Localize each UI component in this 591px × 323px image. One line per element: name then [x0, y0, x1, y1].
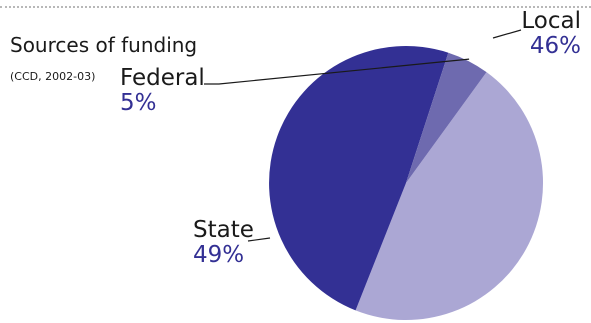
slice-label-state: State 49%	[193, 218, 254, 268]
pie-slice-local	[355, 72, 544, 321]
slice-label-federal: Federal 5%	[120, 66, 205, 116]
leader-lines	[204, 29, 522, 242]
chart-subtitle: (CCD, 2002-03)	[10, 70, 96, 83]
pie-slice-state	[269, 46, 449, 311]
slice-name-local: Local	[521, 8, 581, 34]
leader-line-local	[492, 29, 522, 39]
slice-percent-federal: 5%	[120, 90, 157, 116]
slice-percent-state: 49%	[193, 242, 245, 268]
chart-title: Sources of funding	[10, 33, 198, 57]
slice-label-local: Local 46%	[521, 9, 581, 59]
slice-percent-local: 46%	[529, 33, 581, 59]
leader-line-federal	[204, 58, 470, 85]
pie-slices	[269, 46, 544, 321]
pie-slice-federal	[406, 52, 487, 184]
leader-line-state	[247, 237, 271, 242]
slice-name-federal: Federal	[120, 65, 205, 91]
top-dotted-rule	[0, 6, 591, 8]
slice-name-state: State	[193, 217, 254, 243]
